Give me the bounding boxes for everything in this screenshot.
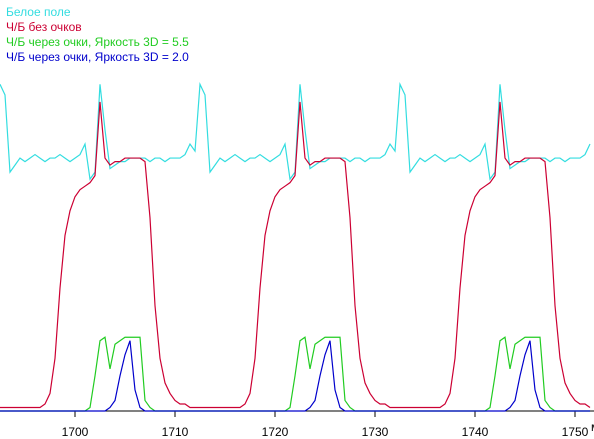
legend-entry: Ч/Б через очки, Яркость 3D = 2.0 bbox=[6, 50, 189, 64]
x-tick-label: 1720 bbox=[262, 425, 289, 439]
series-line bbox=[0, 82, 591, 181]
series-line bbox=[0, 101, 591, 409]
series-line bbox=[0, 340, 590, 412]
x-tick-label: 1730 bbox=[362, 425, 389, 439]
legend-entry: Белое поле bbox=[6, 5, 71, 19]
x-tick-label: 1740 bbox=[462, 425, 489, 439]
x-tick-label: 1710 bbox=[162, 425, 189, 439]
x-tick-label: 1700 bbox=[62, 425, 89, 439]
legend-entry: Ч/Б через очки, Яркость 3D = 5.5 bbox=[6, 35, 189, 49]
legend-entry: Ч/Б без очков bbox=[6, 20, 82, 34]
series-line bbox=[0, 336, 590, 412]
x-axis-label: мс bbox=[591, 420, 594, 434]
x-tick-label: 1750 bbox=[562, 425, 589, 439]
